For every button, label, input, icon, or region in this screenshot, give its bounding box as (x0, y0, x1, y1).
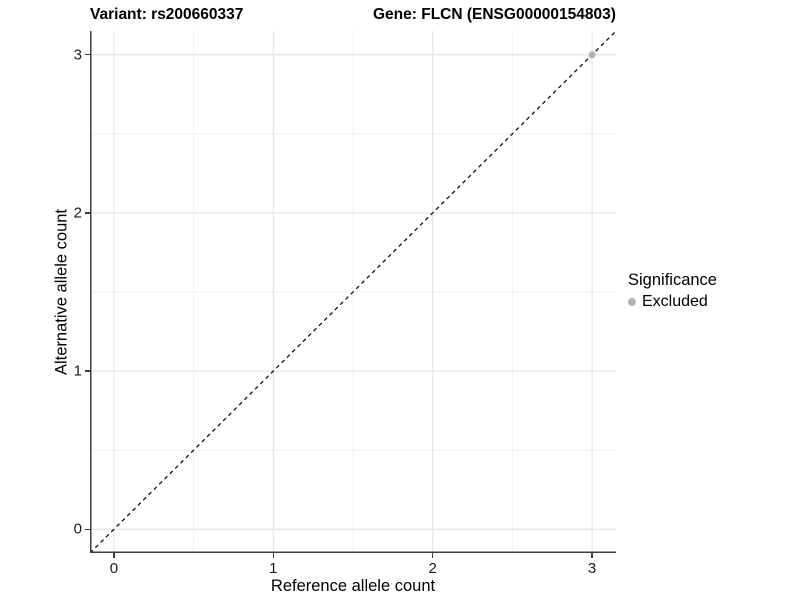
x-tick-mark (113, 553, 115, 558)
y-tick-mark (85, 53, 90, 56)
x-tick-label: 1 (269, 560, 278, 577)
y-tick-mark (85, 528, 90, 531)
x-axis-title: Reference allele count (270, 577, 436, 595)
x-tick-label: 2 (428, 560, 437, 577)
legend-point-icon (628, 298, 636, 306)
y-tick-label: 2 (73, 204, 82, 222)
legend-title: Significance (628, 271, 717, 289)
variant-title: Variant: rs200660337 (90, 6, 244, 23)
legend: Significance Excluded (628, 271, 717, 311)
x-tick-mark (431, 553, 434, 558)
legend-entries: Excluded (628, 293, 717, 311)
y-tick-label: 3 (73, 46, 82, 64)
plot-panel (90, 31, 616, 553)
y-tick-mark (85, 212, 90, 214)
data-point (588, 51, 596, 59)
gene-title: Gene: FLCN (ENSG00000154803) (373, 6, 616, 23)
y-tick-mark (85, 370, 90, 372)
x-tick-mark (272, 553, 275, 558)
legend-entry: Excluded (628, 293, 717, 311)
y-tick-label: 1 (73, 362, 82, 380)
x-tick-label: 0 (109, 560, 119, 577)
legend-label: Excluded (642, 293, 708, 310)
y-tick-label: 0 (73, 520, 82, 538)
x-tick-mark (591, 553, 593, 558)
x-tick-label: 3 (587, 560, 597, 577)
y-axis-title: Alternative allele count (52, 208, 71, 376)
identity-dashed-line (90, 31, 616, 553)
